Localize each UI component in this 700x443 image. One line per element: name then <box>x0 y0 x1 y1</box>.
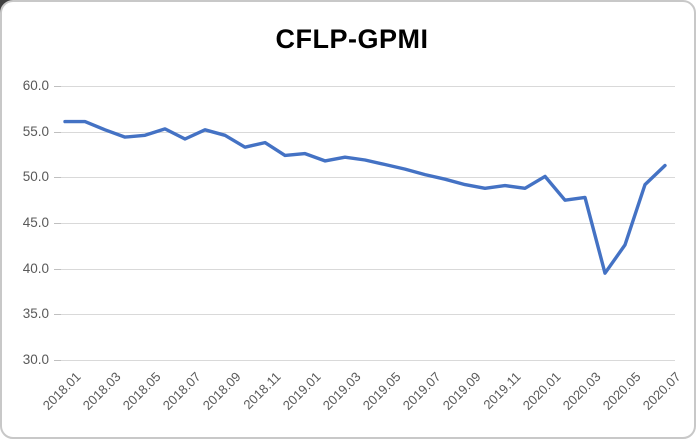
line-chart-plot: 60.0 55.0 50.0 45.0 40.0 35.0 30.0 2018.01 2018.… <box>2 2 694 437</box>
y-axis-tick-label: 60.0 <box>22 78 49 93</box>
y-axis-tick-label: 40.0 <box>22 260 49 276</box>
y-axis-tick-label: 55.0 <box>22 123 49 139</box>
y-axis-tick <box>54 314 61 316</box>
gridline <box>60 177 675 179</box>
y-axis-tick <box>54 268 61 270</box>
gridline <box>60 360 675 361</box>
y-axis-tick-label: 50.0 <box>22 169 49 185</box>
gridline <box>60 314 675 316</box>
chart-title: CFLP-GPMI <box>275 24 429 54</box>
gridline <box>60 268 675 270</box>
gridline <box>60 131 675 133</box>
y-axis-tick <box>54 131 61 133</box>
gpmi-line <box>63 119 667 275</box>
y-axis-tick-label: 35.0 <box>22 306 49 322</box>
y-axis-tick <box>54 177 61 179</box>
y-axis-tick-label: 30.0 <box>22 352 49 367</box>
y-axis-tick <box>54 223 61 224</box>
y-axis-tick-label: 45.0 <box>22 215 49 230</box>
gridline <box>60 223 675 224</box>
gridline <box>60 86 675 87</box>
y-axis-tick <box>54 360 61 361</box>
gpmi-line-series <box>63 119 667 275</box>
y-axis-tick <box>54 86 61 87</box>
